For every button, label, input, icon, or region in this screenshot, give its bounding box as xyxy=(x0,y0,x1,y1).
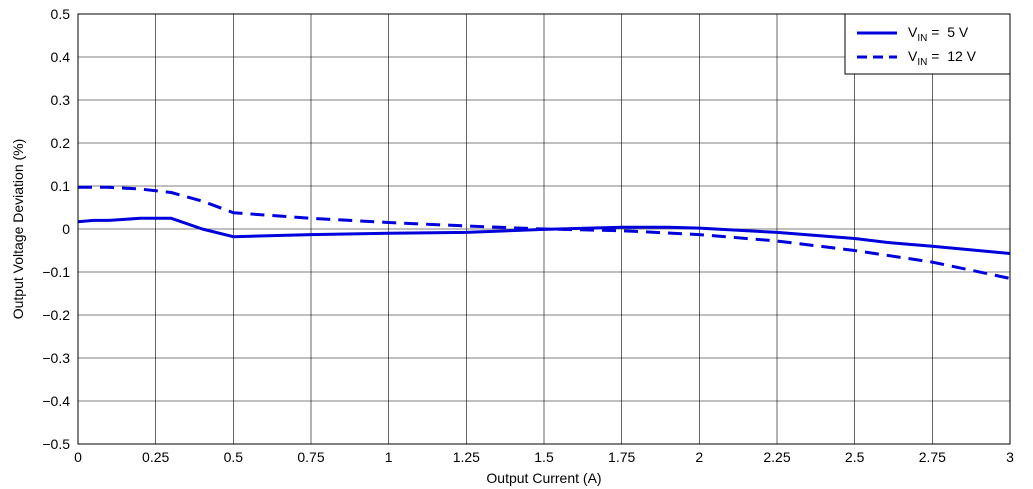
y-tick-label: 0.5 xyxy=(51,6,71,22)
y-tick-label: 0.4 xyxy=(51,49,71,65)
y-tick-label: 0.3 xyxy=(51,92,71,108)
x-tick-label: 2 xyxy=(695,449,703,465)
legend-label-rest: = 5 V xyxy=(927,24,969,40)
y-tick-label: −0.3 xyxy=(42,350,70,366)
legend-label-sub: IN xyxy=(917,33,927,44)
x-tick-label: 1.25 xyxy=(453,449,480,465)
legend-label-vin-5v: VIN = 5 V xyxy=(908,24,969,44)
x-axis-title: Output Current (A) xyxy=(486,470,601,486)
x-tick-label: 0 xyxy=(74,449,82,465)
y-tick-label: −0.1 xyxy=(42,264,70,280)
legend-label-main: V xyxy=(908,24,918,40)
x-tick-label: 0.75 xyxy=(297,449,324,465)
y-tick-label: −0.2 xyxy=(42,307,70,323)
series-line-vin-5v xyxy=(77,216,1011,255)
y-tick-label: 0 xyxy=(62,221,70,237)
x-tick-label: 1.75 xyxy=(608,449,635,465)
legend-box xyxy=(844,13,1011,75)
legend-label-main: V xyxy=(908,48,918,64)
y-tick-label: −0.5 xyxy=(42,436,70,452)
x-tick-label: 0.5 xyxy=(224,449,244,465)
series-line-vin-12v xyxy=(78,185,1011,280)
y-tick-label: −0.4 xyxy=(42,393,70,409)
x-tick-label: 0.25 xyxy=(142,449,169,465)
x-tick-label: 2.75 xyxy=(919,449,946,465)
plot-area-frame xyxy=(77,13,1011,445)
x-tick-label: 1.5 xyxy=(534,449,554,465)
legend-label-vin-12v: VIN = 12 V xyxy=(908,48,977,68)
x-tick-label: 2.5 xyxy=(845,449,865,465)
legend-label-sub: IN xyxy=(917,57,927,68)
legend-label-rest: = 12 V xyxy=(927,48,976,64)
x-tick-label: 1 xyxy=(385,449,393,465)
y-axis-ticks: −0.5 −0.4 −0.3 −0.2 −0.1 0 0.1 0.2 0.3 0.4 0.5 xyxy=(42,6,70,452)
x-axis-ticks: 0 0.25 0.5 0.75 1 1.25 1.5 1.75 2 2.25 2.5 2.75 3 xyxy=(74,449,1014,465)
y-axis-title: Output Voltage Deviation (%) xyxy=(10,139,26,320)
x-tick-label: 2.25 xyxy=(763,449,790,465)
x-tick-label: 3 xyxy=(1006,449,1014,465)
legend: VIN = 5 V VIN = 12 V xyxy=(844,13,1011,75)
y-tick-label: 0.2 xyxy=(51,135,71,151)
series-layer xyxy=(77,185,1011,280)
y-tick-label: 0.1 xyxy=(51,178,71,194)
